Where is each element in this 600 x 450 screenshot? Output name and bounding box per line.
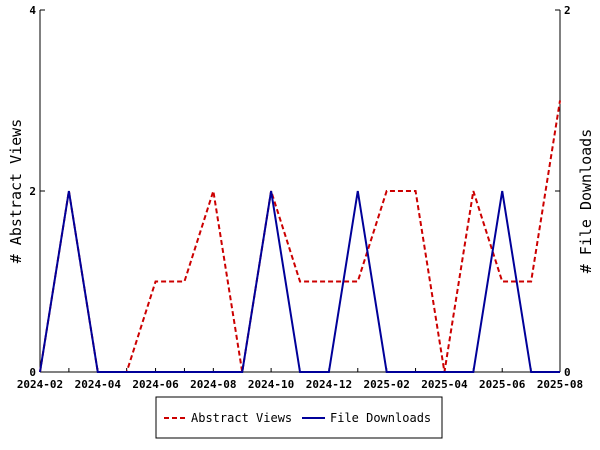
- legend-box: [155, 396, 443, 439]
- x-tick-label: 2024-10: [248, 378, 294, 391]
- x-tick-label: 2025-08: [537, 378, 583, 391]
- ticks: 2024-02 2024-04 2024-06 2024-08 2024-10 2024-…: [17, 4, 583, 391]
- x-tick-label: 2025-04: [421, 378, 468, 391]
- x-tick-label: 2024-04: [75, 378, 122, 391]
- x-tick-label: 2025-02: [363, 378, 409, 391]
- right-tick-label: 2: [564, 4, 571, 17]
- x-tick-label: 2024-08: [190, 378, 236, 391]
- series-line-file-downloads: [39, 190, 560, 373]
- left-tick-label: 2: [29, 185, 36, 198]
- left-tick-label: 0: [29, 366, 36, 379]
- left-tick-label: 4: [29, 4, 36, 17]
- right-tick-label: 0: [564, 366, 571, 379]
- legend-label-abstract-views: Abstract Views: [191, 411, 292, 425]
- series-layer: [39, 100, 561, 373]
- right-axis-title: # File Downloads: [577, 129, 595, 274]
- x-tick-label: 2024-12: [306, 378, 352, 391]
- left-axis-title: # Abstract Views: [7, 119, 25, 264]
- legend: Abstract Views File Downloads: [155, 396, 443, 439]
- x-tick-label: 2024-06: [132, 378, 179, 391]
- x-tick-label: 2024-02: [17, 378, 63, 391]
- legend-label-file-downloads: File Downloads: [330, 411, 431, 425]
- x-tick-label: 2025-06: [479, 378, 526, 391]
- series-line-abstract-views: [39, 100, 561, 373]
